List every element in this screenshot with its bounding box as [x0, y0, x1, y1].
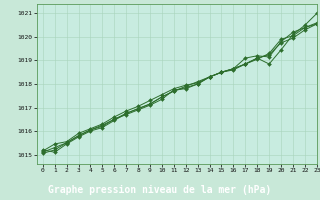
- Text: Graphe pression niveau de la mer (hPa): Graphe pression niveau de la mer (hPa): [48, 185, 272, 195]
